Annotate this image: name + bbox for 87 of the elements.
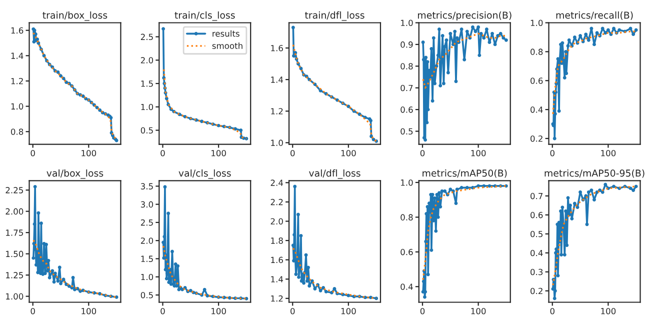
y-tick-label: 2.0 bbox=[270, 218, 283, 225]
y-tick-label: 1.2 bbox=[271, 295, 283, 302]
y-tick-label: 2.5 bbox=[140, 219, 153, 226]
y-tick-label: 2.4 bbox=[270, 180, 283, 186]
y-tick-label: 1.6 bbox=[271, 256, 283, 264]
chart-title: val/cls_loss bbox=[178, 169, 231, 179]
x-tick-label: 0 bbox=[30, 308, 35, 314]
y-tick-label: 1.5 bbox=[141, 80, 153, 87]
y-tick-label: 1.75 bbox=[6, 230, 23, 236]
y-tick-label: 1.50 bbox=[6, 250, 24, 258]
chart-title: val/box_loss bbox=[46, 169, 104, 179]
y-tick-label: 0.7 bbox=[400, 84, 413, 92]
y-tick-label: 1.0 bbox=[141, 274, 154, 280]
y-tick-label: 2.5 bbox=[140, 34, 153, 40]
chart-title: train/dfl_loss bbox=[304, 11, 364, 21]
y-tick-label: 0.6 bbox=[530, 212, 543, 218]
y-tick-label: 0.5 bbox=[140, 127, 153, 134]
y-tick-label: 1.5 bbox=[141, 256, 153, 262]
y-tick-label: 0.8 bbox=[530, 48, 543, 55]
y-tick-label: 1.0 bbox=[271, 140, 283, 146]
y-tick-label: 1.0 bbox=[141, 104, 154, 110]
y-tick-label: 0.8 bbox=[400, 63, 413, 70]
y-tick-label: 2.0 bbox=[140, 57, 154, 64]
x-tick-label: 100 bbox=[82, 308, 96, 314]
y-tick-label: 1.2 bbox=[11, 78, 23, 84]
y-tick-label: 1.6 bbox=[11, 27, 24, 34]
chart-title: metrics/recall(B) bbox=[556, 11, 633, 20]
chart-title: metrics/mAP50-95(B) bbox=[544, 169, 644, 178]
y-tick-label: 2.25 bbox=[6, 187, 23, 194]
y-tick-label: 0.4 bbox=[400, 284, 413, 290]
x-tick-label: 0 bbox=[420, 150, 425, 156]
y-tick-label: 1.0 bbox=[401, 179, 413, 186]
y-tick-label: 1.4 bbox=[11, 52, 24, 59]
chart-title: val/dfl_loss bbox=[308, 169, 360, 179]
y-tick-label: 3.5 bbox=[140, 183, 153, 190]
x-tick-label: 0 bbox=[30, 150, 35, 156]
chart-title: train/box_loss bbox=[42, 11, 108, 21]
x-tick-label: 0 bbox=[420, 308, 425, 314]
y-tick-label: 0.7 bbox=[530, 192, 543, 200]
x-tick-label: 100 bbox=[341, 150, 356, 156]
x-tick-label: 0 bbox=[550, 308, 554, 314]
x-tick-label: 0 bbox=[160, 308, 165, 314]
y-tick-label: 0.8 bbox=[10, 128, 24, 135]
y-tick-label: 0.3 bbox=[530, 268, 543, 276]
chart-title: train/cls_loss bbox=[174, 11, 235, 21]
y-tick-label: 1.0 bbox=[401, 20, 413, 26]
y-tick-label: 0.5 bbox=[530, 230, 542, 238]
y-tick-label: 3.0 bbox=[140, 201, 154, 208]
y-tick-label: 1.8 bbox=[271, 238, 283, 244]
x-tick-label: 0 bbox=[290, 308, 295, 314]
y-tick-label: 1.0 bbox=[530, 20, 543, 26]
y-tick-label: 0.5 bbox=[140, 292, 153, 298]
y-tick-label: 2.2 bbox=[270, 198, 283, 206]
x-tick-label: 0 bbox=[290, 150, 295, 156]
x-tick-label: 100 bbox=[82, 150, 96, 156]
x-tick-label: 100 bbox=[601, 308, 616, 314]
x-tick-label: 0 bbox=[160, 150, 165, 156]
y-tick-label: 0.6 bbox=[400, 248, 413, 256]
y-tick-label: 0.2 bbox=[530, 135, 542, 142]
y-tick-label: 1.2 bbox=[271, 108, 283, 114]
y-tick-label: 1.4 bbox=[271, 276, 283, 282]
x-tick-label: 100 bbox=[471, 308, 486, 314]
y-tick-label: 0.2 bbox=[530, 288, 542, 294]
x-tick-label: 100 bbox=[341, 308, 356, 314]
y-tick-label: 2.00 bbox=[6, 208, 24, 215]
y-tick-label: 0.4 bbox=[530, 106, 543, 113]
x-tick-label: 100 bbox=[212, 150, 226, 156]
y-tick-label: 1.0 bbox=[11, 103, 24, 110]
y-tick-label: 1.6 bbox=[271, 44, 283, 52]
y-tick-label: 0.6 bbox=[530, 78, 543, 84]
y-tick-label: 0.9 bbox=[400, 41, 413, 48]
x-tick-label: 0 bbox=[550, 150, 554, 156]
chart-title: metrics/mAP50(B) bbox=[422, 169, 507, 178]
x-tick-label: 100 bbox=[601, 150, 616, 156]
y-tick-label: 0.6 bbox=[400, 106, 413, 113]
y-tick-label: 1.00 bbox=[6, 293, 24, 300]
x-tick-label: 100 bbox=[471, 150, 486, 156]
y-tick-label: 1.4 bbox=[271, 76, 283, 83]
legend-label: results bbox=[212, 30, 240, 37]
y-tick-label: 0.8 bbox=[400, 214, 413, 220]
y-tick-label: 0.4 bbox=[530, 250, 543, 256]
x-tick-label: 100 bbox=[212, 308, 226, 314]
legend-label: smooth bbox=[212, 42, 242, 49]
chart-title: metrics/precision(B) bbox=[418, 11, 512, 21]
y-tick-label: 1.25 bbox=[6, 272, 23, 278]
y-tick-label: 2.0 bbox=[140, 238, 154, 244]
y-tick-label: 0.5 bbox=[400, 128, 413, 135]
